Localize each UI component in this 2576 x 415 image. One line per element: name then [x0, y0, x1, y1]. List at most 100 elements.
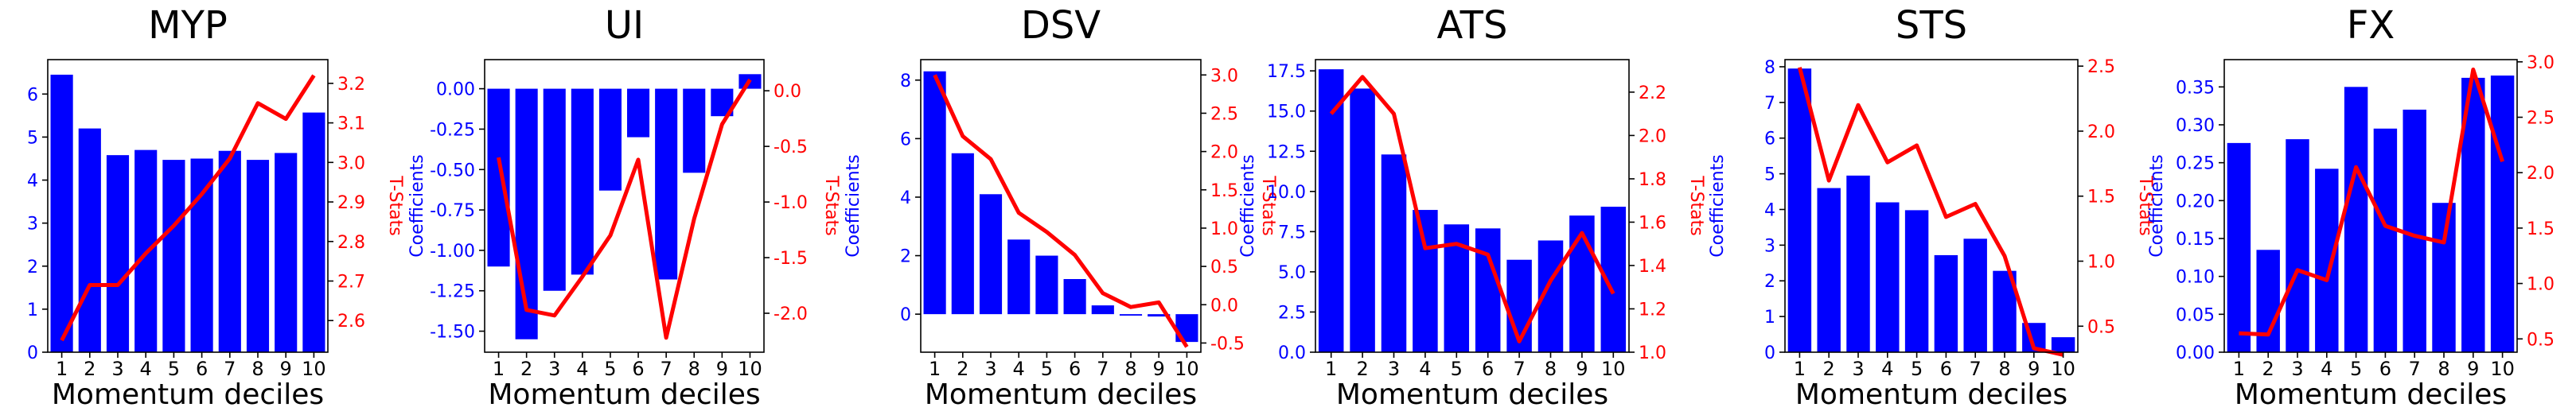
bar [1846, 175, 1870, 352]
chart-panel-ui: 1 2 3 4 5 6 7 8 9 10 0.00 -0.25 -0.50 -0.75 -1.00 -1.25… [407, 3, 841, 411]
y-right-tick-label: 1.0 [2087, 253, 2115, 273]
bar [571, 88, 594, 275]
y-right-axis-label: T-Stats [2574, 175, 2576, 236]
plot-frame [920, 59, 1202, 353]
bar [543, 88, 566, 291]
bar [50, 74, 73, 353]
chart-title: ATS [1437, 3, 1508, 48]
bar [1119, 314, 1143, 316]
y-right-tick-label: 2.0 [1639, 126, 1666, 146]
y-left-tick-label: 2 [27, 258, 38, 277]
y-left-tick-label: 0.35 [2176, 78, 2215, 98]
chart-panel-fx: 1 2 3 4 5 6 7 8 9 10 0.00 0.05 0.10 0.15 0.20 0.25 0.30 0… [2147, 3, 2576, 411]
x-tick-label: 6 [632, 358, 644, 380]
y-right-tick-label: 2.5 [1210, 104, 1238, 124]
x-tick-label: 9 [280, 358, 292, 380]
y-left-axis-label: Coefficients [1708, 154, 1728, 257]
y-left-tick-label: 0.20 [2176, 192, 2215, 211]
x-tick-label: 6 [1940, 358, 1952, 380]
y-right-axis-label: T-Stats [1686, 175, 1706, 236]
y-right-tick-label: 2.6 [337, 312, 365, 332]
bar [1035, 255, 1058, 315]
y-right-tick-label: 0.5 [2527, 330, 2555, 350]
y-left-tick-label: -0.50 [430, 161, 475, 180]
x-tick-label: 8 [1545, 358, 1557, 380]
x-axis-label: Momentum deciles [1336, 378, 1608, 411]
y-left-tick-label: 0.00 [436, 80, 475, 100]
bar [1569, 215, 1595, 352]
bar [1817, 188, 1841, 352]
y-left-tick-label: 7 [1764, 94, 1775, 114]
y-left-tick-label: 0.15 [2176, 230, 2215, 250]
x-tick-label: 10 [1601, 358, 1626, 380]
x-tick-label: 5 [1451, 358, 1463, 380]
bar [190, 158, 213, 352]
y-right-tick-label: 1.0 [2527, 275, 2555, 295]
y-right-tick-label: 1.8 [1639, 170, 1666, 190]
y-right-tick-label: 0.5 [2087, 317, 2115, 337]
y-right-tick-label: 1.5 [2087, 188, 2115, 208]
bar [106, 155, 130, 352]
bar [2490, 76, 2515, 353]
bar [78, 128, 101, 352]
x-tick-label: 9 [1153, 358, 1165, 380]
x-tick-label: 7 [1970, 358, 1982, 380]
chart-title: DSV [1021, 3, 1101, 48]
x-tick-label: 5 [604, 358, 616, 380]
bar [627, 88, 650, 138]
x-tick-label: 10 [738, 358, 762, 380]
x-tick-label: 10 [1175, 358, 1199, 380]
bar [1318, 69, 1344, 352]
y-left-tick-label: 6 [27, 85, 38, 105]
y-left-tick-label: 2 [900, 247, 911, 267]
bar [1007, 239, 1031, 315]
y-right-tick-label: 2.5 [2527, 108, 2555, 128]
x-tick-label: 8 [1998, 358, 2010, 380]
x-tick-label: 8 [688, 358, 700, 380]
x-tick-label: 7 [1097, 358, 1109, 380]
x-axis-label: Momentum deciles [2235, 378, 2507, 411]
y-left-tick-label: 4 [27, 172, 38, 192]
tstat-line [1329, 75, 1615, 343]
bar [2344, 87, 2368, 353]
y-left-tick-label: -0.75 [430, 201, 475, 221]
y-left-tick-label: -1.00 [430, 242, 475, 262]
x-tick-label: 9 [2028, 358, 2040, 380]
y-right-tick-label: -1.0 [774, 193, 808, 213]
x-tick-label: 5 [2350, 358, 2362, 380]
y-left-tick-label: 0.25 [2176, 154, 2215, 174]
x-tick-label: 5 [168, 358, 180, 380]
plot-frame [47, 59, 329, 353]
y-left-tick-label: 0.05 [2176, 305, 2215, 325]
bar [1063, 279, 1086, 315]
x-tick-label: 9 [2467, 358, 2479, 380]
y-left-axis-label: Coefficients [407, 154, 427, 257]
y-right-axis-label: T-Stats [2135, 175, 2155, 236]
x-tick-label: 9 [1576, 358, 1588, 380]
x-tick-label: 6 [1482, 358, 1494, 380]
bar [1963, 239, 1987, 352]
bar [487, 88, 510, 267]
y-right-tick-label: 2.0 [2087, 122, 2115, 142]
x-tick-label: 2 [520, 358, 532, 380]
chart-title: MYP [148, 3, 228, 48]
bar [1475, 228, 1501, 352]
y-right-tick-label: -0.5 [774, 138, 808, 157]
chart-title: FX [2347, 3, 2395, 48]
bar [2286, 139, 2309, 352]
chart-title: UI [605, 3, 644, 48]
y-left-tick-label: 0 [27, 343, 38, 363]
x-tick-label: 7 [2409, 358, 2421, 380]
x-tick-label: 7 [1513, 358, 1525, 380]
bar [218, 150, 241, 352]
y-right-tick-label: 3.1 [337, 114, 365, 134]
y-left-tick-label: 0.00 [2176, 343, 2215, 363]
y-left-tick-label: -1.50 [430, 323, 475, 343]
bar [2315, 169, 2339, 352]
x-tick-label: 4 [1881, 358, 1893, 380]
x-tick-label: 1 [493, 358, 505, 380]
plot-frame [484, 59, 765, 353]
x-tick-label: 3 [2291, 358, 2303, 380]
x-tick-label: 7 [224, 358, 236, 380]
